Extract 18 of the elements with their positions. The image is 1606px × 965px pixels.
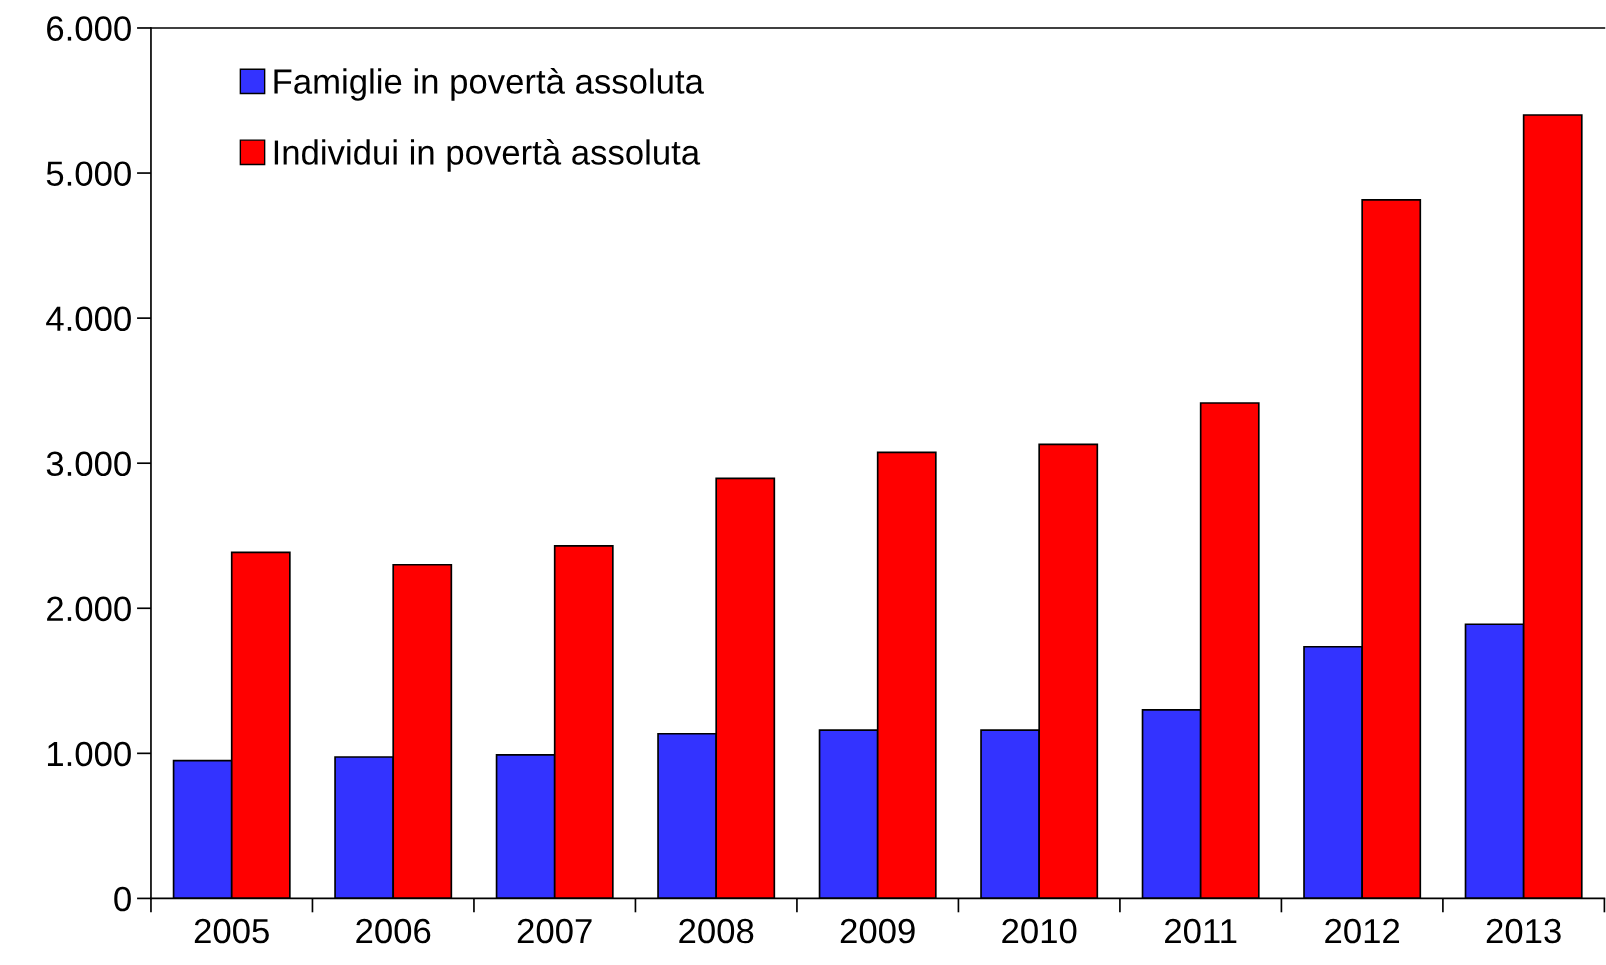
legend-label: Famiglie in povertà assoluta [274,67,704,101]
y-tick-label: 5.000 [46,161,131,186]
x-tick-label: 2010 [1002,918,1077,944]
y-tick-label: 2.000 [47,596,131,622]
y-tick-label: 4.000 [46,306,131,332]
y-tick-label: 3.000 [46,451,131,477]
x-tick-label: 2006 [356,918,431,944]
x-tick-label: 2009 [840,918,915,944]
x-tick-label: 2005 [194,918,269,944]
y-tick-label: 1.000 [47,741,131,767]
x-tick-label: 2013 [1486,918,1561,944]
y-tick-label: 0 [114,886,131,912]
y-tick-label: 6.000 [47,16,131,41]
x-tick-label: 2007 [517,918,592,944]
x-tick-label: 2008 [679,918,754,944]
x-tick-label: 2011 [1165,918,1237,944]
x-tick-label: 2012 [1325,918,1400,944]
legend-label: Individui in povertà assoluta [274,138,701,172]
